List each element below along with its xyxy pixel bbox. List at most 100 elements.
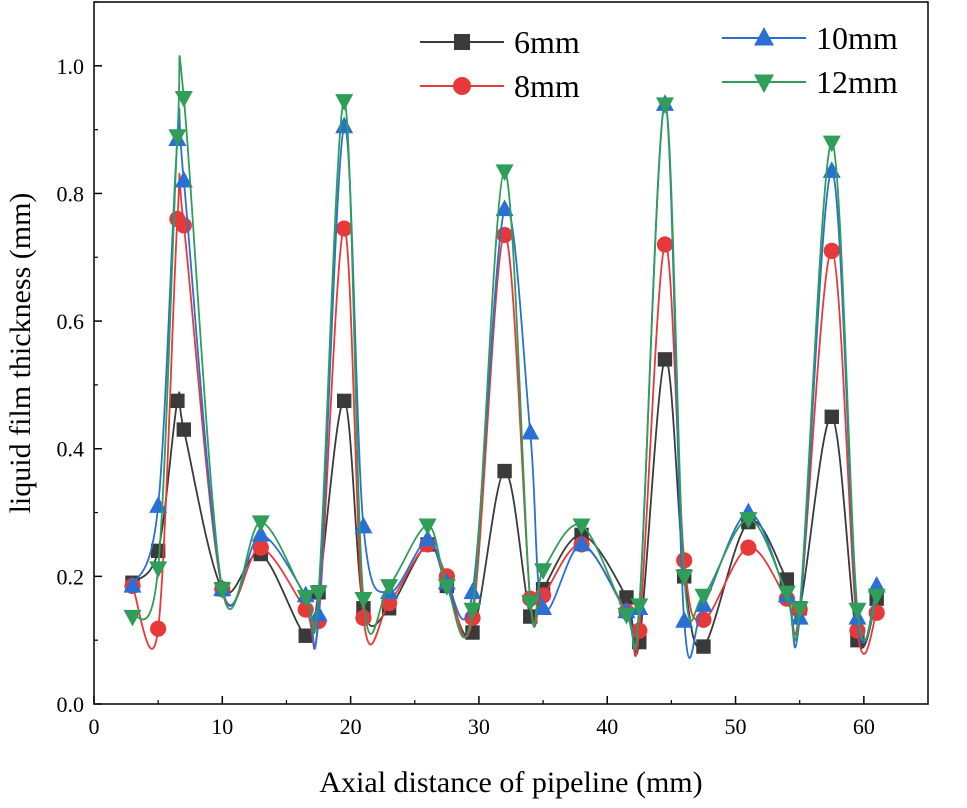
axes-layer: 0 10 20 30 40 50 60 0.0 0.2 0.4 0.6 0.8 1.0	[57, 1, 875, 739]
legend-marker	[754, 74, 774, 93]
legend: 6mm 8mm 10mm 12mm	[420, 20, 898, 104]
legend-label: 12mm	[816, 64, 898, 100]
legend-label: 6mm	[514, 24, 580, 60]
data-point	[824, 409, 839, 425]
data-point	[739, 512, 758, 529]
data-point	[354, 516, 373, 534]
legend-marker	[453, 77, 471, 95]
x-tick-label: 40	[596, 714, 618, 739]
data-point	[150, 543, 166, 559]
series-8mm	[124, 172, 885, 658]
data-point	[823, 242, 840, 259]
data-point	[335, 116, 354, 134]
data-point	[251, 515, 270, 533]
data-point	[867, 588, 886, 606]
data-point	[740, 539, 757, 556]
data-point	[335, 94, 354, 111]
data-point	[675, 611, 694, 628]
data-point	[380, 579, 399, 596]
data-point	[175, 217, 192, 234]
legend-label: 10mm	[816, 20, 898, 56]
data-point	[123, 576, 142, 593]
data-point	[213, 582, 232, 600]
y-tick-label: 1.0	[57, 54, 85, 79]
data-point	[252, 539, 269, 556]
data-point	[655, 97, 674, 115]
data-point	[298, 628, 313, 643]
data-point	[495, 164, 514, 182]
data-point	[675, 569, 694, 587]
data-point	[630, 598, 649, 615]
data-point	[437, 579, 456, 596]
data-point	[463, 582, 482, 600]
x-tick-label: 0	[89, 714, 100, 739]
data-point	[418, 529, 437, 547]
data-point	[251, 524, 270, 542]
data-point	[355, 609, 372, 626]
series-6mm	[125, 352, 884, 656]
data-point	[696, 639, 711, 654]
x-tick-label: 60	[853, 714, 875, 739]
series-line	[131, 358, 878, 656]
x-axis-title: Axial distance of pipeline (mm)	[319, 766, 702, 799]
data-point	[309, 585, 328, 603]
y-tick-label: 0.2	[57, 564, 85, 589]
series-line	[131, 103, 878, 659]
data-point	[572, 518, 591, 536]
series-10mm	[123, 94, 886, 659]
data-point	[523, 609, 538, 624]
data-point	[617, 607, 636, 625]
data-point	[848, 602, 867, 620]
data-point	[631, 622, 648, 639]
x-tick-label: 50	[725, 714, 747, 739]
data-point	[176, 422, 192, 437]
data-point	[497, 463, 512, 479]
y-tick-label: 0.0	[57, 692, 85, 717]
legend-label: 8mm	[514, 68, 580, 104]
data-point	[149, 561, 168, 578]
data-point	[676, 552, 693, 569]
series-12mm	[123, 55, 886, 650]
data-point	[534, 563, 553, 580]
data-point	[174, 90, 193, 108]
data-point	[777, 585, 796, 603]
data-point	[694, 588, 713, 606]
x-tick-label: 10	[211, 714, 233, 739]
y-tick-label: 0.8	[57, 181, 85, 206]
data-point	[123, 609, 142, 627]
data-point	[463, 602, 482, 620]
data-point	[656, 236, 674, 253]
data-point	[521, 595, 540, 612]
data-point	[381, 595, 398, 612]
legend-item-10mm: 10mm	[722, 20, 898, 56]
legend-marker	[454, 34, 470, 50]
data-point	[170, 393, 185, 409]
data-point	[296, 590, 315, 607]
data-point	[521, 422, 540, 440]
data-point	[572, 534, 591, 552]
data-point	[657, 352, 673, 367]
data-point	[174, 170, 193, 188]
x-tick-label: 30	[468, 714, 490, 739]
legend-item-12mm: 12mm	[722, 64, 898, 100]
plot-frame	[93, 1, 929, 705]
data-point	[337, 393, 352, 409]
legend-item-8mm: 8mm	[420, 68, 580, 104]
data-point	[867, 576, 886, 593]
data-point	[354, 591, 373, 609]
data-point	[495, 199, 514, 217]
y-tick-label: 0.4	[57, 437, 85, 462]
data-point	[619, 590, 634, 605]
data-point	[150, 620, 167, 637]
series-layer	[123, 55, 886, 659]
x-tick-label: 20	[340, 714, 362, 739]
data-point	[336, 220, 353, 237]
legend-marker	[754, 27, 774, 46]
data-point	[168, 129, 187, 146]
y-axis-title: liquid film thickness (mm)	[4, 193, 37, 514]
data-point	[790, 601, 809, 619]
series-line	[131, 172, 878, 658]
data-point	[418, 518, 437, 536]
y-tick-label: 0.6	[57, 309, 85, 334]
